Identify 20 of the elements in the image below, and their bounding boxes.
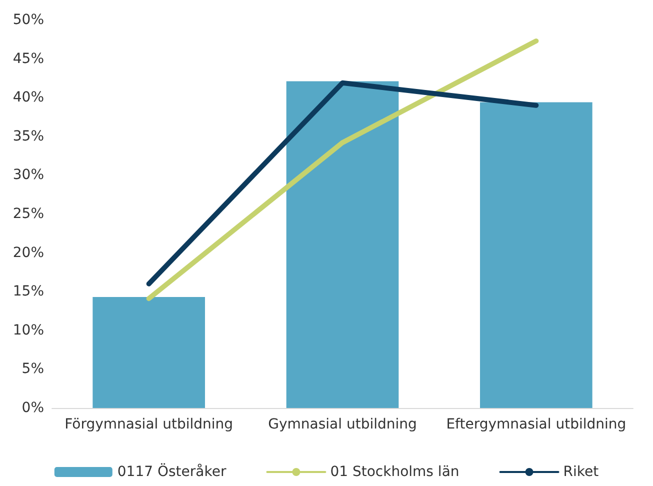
y-tick-label: 30%	[12, 167, 44, 184]
bar	[480, 102, 592, 408]
x-tick-label: Gymnasial utbildning	[268, 416, 417, 432]
y-tick-label: 40%	[12, 90, 44, 106]
y-tick-label: 5%	[22, 361, 44, 378]
y-tick-label: 45%	[12, 50, 44, 67]
legend-label: Riket	[563, 464, 600, 480]
legend-label: 0117 Österåker	[117, 463, 226, 480]
y-tick-label: 0%	[22, 400, 44, 416]
y-tick-label: 20%	[12, 244, 44, 261]
x-tick-label: Förgymnasial utbildning	[64, 416, 234, 432]
y-tick-label: 15%	[12, 284, 44, 300]
y-tick-label: 25%	[12, 206, 44, 222]
legend-label: 01 Stockholms län	[330, 464, 460, 480]
y-tick-label: 35%	[12, 128, 44, 144]
x-tick-label: Eftergymnasial utbildning	[446, 416, 626, 432]
y-tick-label: 50%	[12, 12, 44, 28]
y-tick-label: 10%	[12, 322, 44, 338]
bar	[92, 297, 205, 408]
bar	[286, 81, 399, 408]
